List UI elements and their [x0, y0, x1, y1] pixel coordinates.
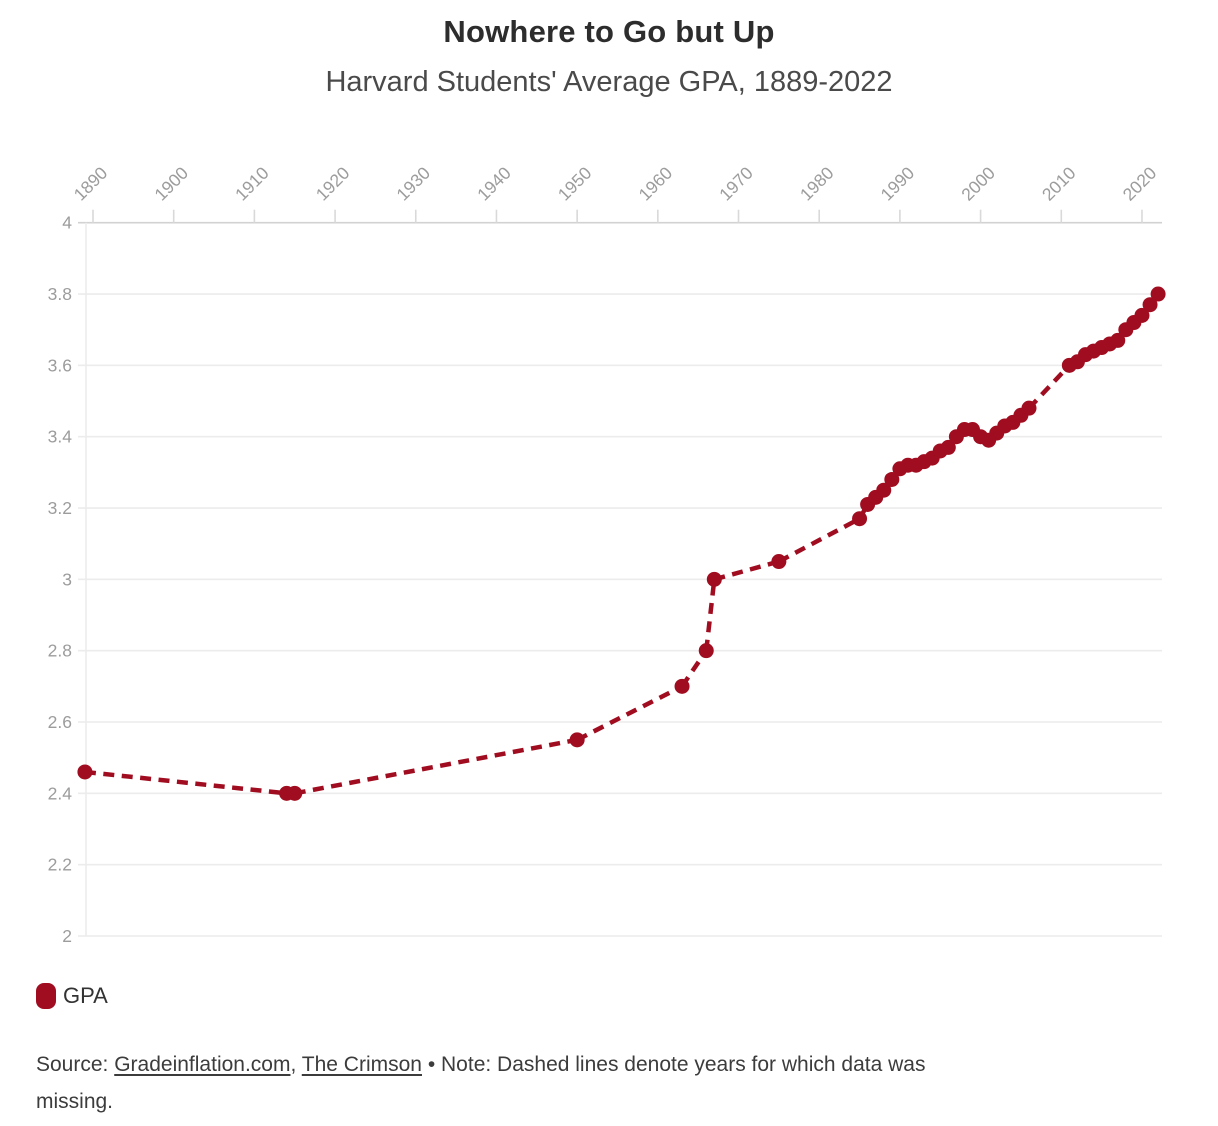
- x-tick-label: 1950: [554, 163, 596, 205]
- gpa-data-point: [876, 482, 892, 498]
- y-tick-label: 2.6: [48, 712, 72, 732]
- gpa-data-point: [1021, 400, 1037, 416]
- x-tick-label: 1960: [635, 163, 677, 205]
- gpa-line-chart: 4 3.8 3.6 3.4 3.2 3 2.8 2.6 2.4 2.2 2 1890 1900 1910 1…: [48, 163, 1166, 946]
- x-tick-label: 1970: [715, 163, 757, 205]
- x-tick-label: 1900: [150, 163, 192, 205]
- x-tick-label: 1990: [877, 163, 919, 205]
- x-tick-label: 1890: [70, 163, 112, 205]
- source-link-crimson[interactable]: The Crimson: [301, 1053, 422, 1076]
- gpa-data-point: [852, 511, 868, 527]
- gpa-line-segment: [576, 684, 684, 742]
- gpa-data-point: [1110, 332, 1126, 348]
- gpa-data-point: [1142, 297, 1158, 313]
- gpa-line-segment: [1027, 363, 1071, 410]
- y-tick-label: 3.4: [48, 427, 73, 447]
- legend: GPA: [36, 983, 108, 1009]
- gpa-data-point: [771, 554, 787, 570]
- x-tick-label: 2000: [957, 163, 999, 205]
- footer-source-note: Source: Gradeinflation.com, The Crimson …: [36, 1046, 1186, 1120]
- gpa-line-segment: [294, 737, 578, 796]
- gpa-data-point: [569, 732, 585, 748]
- source-separator: ,: [290, 1053, 302, 1076]
- gpa-data-point: [287, 785, 303, 801]
- gpa-data-point: [940, 439, 956, 455]
- chart-title: Nowhere to Go but Up: [443, 14, 775, 49]
- gpa-line-segment: [713, 559, 780, 582]
- gpa-data-point: [884, 471, 900, 487]
- note-text-line1: Note: Dashed lines denote years for whic…: [441, 1053, 926, 1076]
- source-link-gradeinflation[interactable]: Gradeinflation.com: [114, 1053, 291, 1076]
- y-tick-label: 4: [62, 213, 72, 233]
- source-prefix: Source:: [36, 1053, 115, 1076]
- gpa-data-point: [77, 764, 93, 780]
- y-tick-label: 2.2: [48, 855, 72, 875]
- x-tick-label: 2020: [1119, 163, 1161, 205]
- y-tick-label: 3: [62, 569, 72, 589]
- bullet-separator: •: [421, 1053, 442, 1076]
- y-tick-label: 3.8: [48, 284, 72, 304]
- legend-label-gpa: GPA: [63, 983, 108, 1008]
- gpa-data-point: [1150, 286, 1166, 302]
- note-text-line2: missing.: [36, 1090, 114, 1113]
- y-tick-label: 3.2: [48, 498, 72, 518]
- gpa-data-point: [1134, 307, 1150, 323]
- gpa-data-point: [706, 571, 722, 587]
- y-tick-label: 3.6: [48, 355, 72, 375]
- y-tick-label: 2.8: [48, 641, 72, 661]
- gpa-data-point: [698, 643, 714, 659]
- x-tick-label: 1910: [231, 163, 273, 205]
- y-tick-label: 2: [62, 926, 72, 946]
- gpa-data-point: [674, 678, 690, 694]
- gpa-line-segment: [704, 579, 717, 651]
- x-tick-label: 1940: [473, 163, 515, 205]
- gpa-line-segment: [84, 769, 287, 796]
- gpa-line-segment: [777, 516, 861, 564]
- x-tick-label: 2010: [1038, 163, 1080, 205]
- x-tick-label: 1930: [392, 163, 434, 205]
- chart-subtitle: Harvard Students' Average GPA, 1889-2022: [325, 66, 893, 98]
- legend-swatch-gpa: [36, 983, 56, 1009]
- x-tick-label: 1980: [796, 163, 838, 205]
- x-tick-label: 1920: [312, 163, 354, 205]
- y-tick-label: 2.4: [48, 783, 73, 803]
